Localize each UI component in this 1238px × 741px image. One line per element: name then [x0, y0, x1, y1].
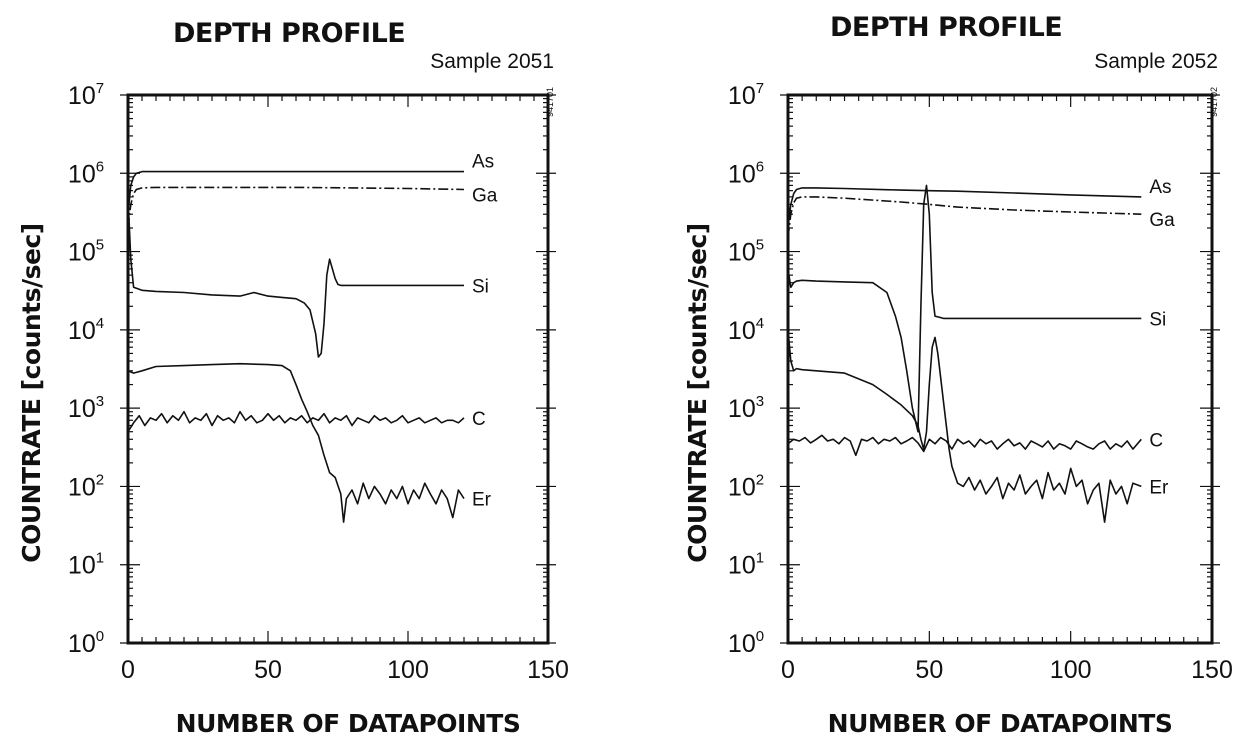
- y-tick-label: 104: [68, 315, 104, 345]
- x-tick-label: 50: [254, 656, 282, 684]
- y-tick-label: 106: [728, 158, 764, 188]
- x-tick-label: 150: [527, 656, 569, 684]
- y-tick-label: 102: [68, 471, 104, 501]
- series-label-ga: Ga: [472, 186, 498, 207]
- y-tick-label: 105: [728, 237, 764, 267]
- x-tick-labels: 0 50 100 150: [781, 656, 1233, 684]
- plot-area: [787, 184, 1142, 523]
- y-tick-label: 103: [728, 393, 764, 423]
- series-label-as: As: [1149, 177, 1171, 198]
- series-line-ga: [787, 196, 1142, 238]
- y-tick-label: 103: [68, 393, 104, 423]
- y-tick-label: 105: [68, 237, 104, 267]
- series-labels: As Ga Si C Er: [1149, 177, 1175, 499]
- y-tick-label: 107: [728, 80, 764, 110]
- series-line-er: [127, 362, 465, 523]
- series-label-si: Si: [472, 276, 489, 297]
- series-line-as: [787, 187, 1142, 229]
- series-label-c: C: [472, 409, 486, 430]
- chart-panel-sample-2051: DEPTH PROFILE Sample 2051 COUNTRATE [cou…: [17, 18, 569, 738]
- y-tick-label: 107: [68, 80, 104, 110]
- x-tick-label: 50: [915, 656, 943, 684]
- series-label-as: As: [472, 152, 494, 173]
- plot-frame: [786, 93, 1214, 645]
- y-tick-label: 100: [68, 628, 104, 658]
- y-tick-label: 102: [728, 471, 764, 501]
- x-tick-label: 0: [121, 656, 135, 684]
- series-line-si: [787, 184, 1142, 433]
- plot-area: [127, 170, 465, 523]
- series-line-si: [127, 196, 464, 358]
- y-tick-labels: 107 106 105 104 103 102 101 100: [728, 80, 764, 658]
- series-line-ga: [127, 186, 465, 229]
- chart-title: DEPTH PROFILE: [830, 12, 1062, 43]
- y-tick-label: 101: [68, 550, 104, 580]
- figure-code: 941702: [1209, 87, 1219, 117]
- series-label-c: C: [1149, 430, 1163, 451]
- x-tick-label: 150: [1191, 656, 1233, 684]
- x-axis-title: NUMBER OF DATAPOINTS: [828, 709, 1173, 738]
- y-tick-labels: 107 106 105 104 103 102 101 100: [68, 80, 104, 658]
- series-label-er: Er: [1149, 477, 1169, 498]
- series-label-si: Si: [1149, 309, 1166, 330]
- series-label-ga: Ga: [1149, 210, 1175, 231]
- chart-title: DEPTH PROFILE: [173, 18, 405, 49]
- series-line-c: [787, 434, 1142, 457]
- x-tick-label: 100: [387, 656, 429, 684]
- figure-code: 941701: [545, 87, 555, 117]
- sample-label: Sample 2052: [1094, 50, 1218, 73]
- series-line-c: [127, 410, 465, 433]
- y-tick-label: 104: [728, 315, 764, 345]
- sample-label: Sample 2051: [430, 50, 554, 73]
- x-axis-title: NUMBER OF DATAPOINTS: [176, 709, 521, 738]
- axis-ticks: [120, 94, 556, 644]
- series-labels: As Ga Si C Er: [472, 152, 498, 511]
- x-tick-label: 100: [1050, 656, 1092, 684]
- y-axis-title: COUNTRATE [counts/sec]: [683, 223, 712, 562]
- y-tick-label: 100: [728, 628, 764, 658]
- series-label-er: Er: [472, 490, 492, 511]
- plot-frame: [126, 93, 550, 645]
- x-tick-labels: 0 50 100 150: [121, 656, 569, 684]
- series-line-er: [787, 329, 1142, 523]
- x-tick-label: 0: [781, 656, 795, 684]
- y-tick-label: 101: [728, 550, 764, 580]
- series-line-as: [127, 170, 464, 215]
- y-tick-label: 106: [68, 158, 104, 188]
- chart-panel-sample-2052: DEPTH PROFILE Sample 2052 COUNTRATE [cou…: [683, 12, 1233, 738]
- y-axis-title: COUNTRATE [counts/sec]: [17, 223, 46, 562]
